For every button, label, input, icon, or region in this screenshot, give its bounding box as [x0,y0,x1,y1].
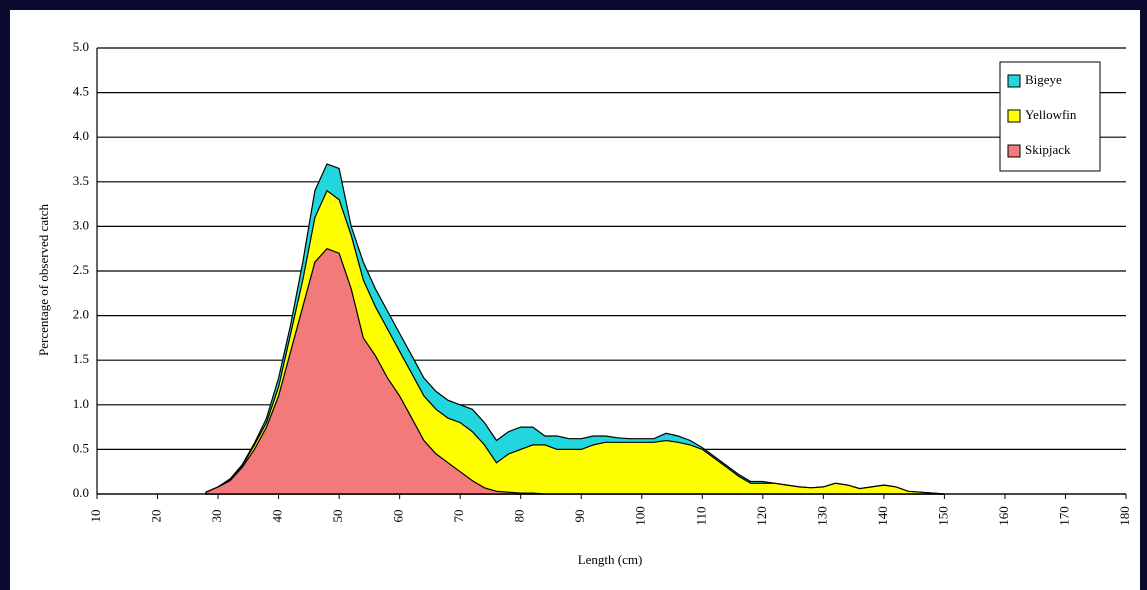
y-tick-label: 1.5 [73,351,89,366]
y-tick-label: 0.0 [73,485,89,500]
y-axis-label: Percentage of observed catch [36,204,51,356]
y-tick-label: 3.0 [73,217,89,232]
legend-swatch [1007,74,1021,88]
x-tick-label: 100 [633,506,648,526]
x-tick-label: 60 [391,510,406,523]
legend: Bigeye Yellowfin Skipjack [999,61,1101,172]
x-tick-label: 170 [1056,506,1071,526]
x-tick-label: 10 [88,510,103,523]
x-tick-label: 150 [935,506,950,526]
x-tick-label: 90 [572,510,587,523]
x-tick-label: 140 [875,506,890,526]
y-tick-label: 2.0 [73,307,89,322]
x-tick-label: 160 [996,506,1011,526]
legend-label: Skipjack [1025,142,1071,157]
y-tick-label: 3.5 [73,173,89,188]
x-axis-label: Length (cm) [578,552,643,567]
x-tick-label: 180 [1117,506,1132,526]
x-tick-label: 110 [693,506,708,525]
y-tick-label: 2.5 [73,262,89,277]
x-tick-label: 40 [270,510,285,523]
x-tick-label: 50 [330,510,345,523]
x-tick-label: 130 [814,506,829,526]
y-tick-label: 4.0 [73,128,89,143]
x-tick-label: 20 [149,510,164,523]
legend-swatch [1007,109,1021,123]
y-tick-label: 5.0 [73,39,89,54]
y-tick-label: 1.0 [73,396,89,411]
y-tick-label: 4.5 [73,84,89,99]
legend-label: Bigeye [1025,72,1062,87]
x-tick-label: 120 [754,506,769,526]
legend-swatch [1007,144,1021,158]
x-tick-label: 30 [209,510,224,523]
y-tick-label: 0.5 [73,440,89,455]
x-tick-label: 70 [451,510,466,523]
legend-label: Yellowfin [1025,107,1077,122]
x-tick-label: 80 [512,510,527,523]
chart-panel [10,10,1140,590]
